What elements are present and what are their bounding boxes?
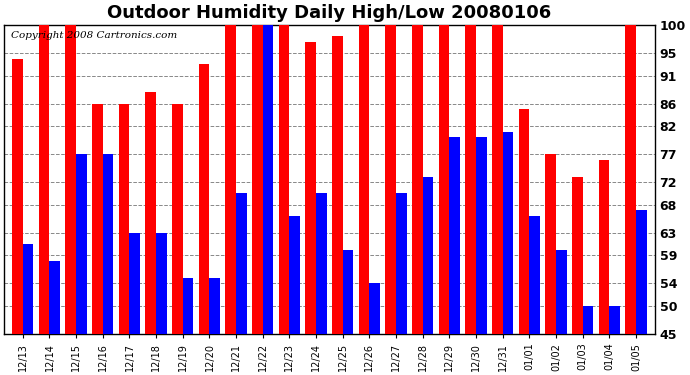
Bar (119, 104, 130, 334)
Bar (12, 59, 23, 334)
Bar (545, 154, 556, 334)
Bar (412, 25, 423, 334)
Bar (226, 25, 236, 334)
Bar (39, 25, 50, 334)
Bar (50, 261, 60, 334)
Bar (172, 104, 183, 334)
Bar (252, 25, 263, 334)
Bar (583, 306, 593, 334)
Bar (423, 177, 433, 334)
Bar (599, 160, 609, 334)
Bar (369, 283, 380, 334)
Bar (396, 194, 407, 334)
Bar (279, 25, 289, 334)
Bar (332, 36, 343, 334)
Bar (23, 244, 34, 334)
Bar (66, 25, 76, 334)
Bar (316, 194, 327, 334)
Bar (343, 249, 353, 334)
Bar (492, 25, 503, 334)
Bar (289, 216, 300, 334)
Bar (236, 194, 247, 334)
Bar (556, 249, 566, 334)
Bar (625, 25, 636, 334)
Bar (449, 137, 460, 334)
Bar (130, 233, 140, 334)
Bar (476, 137, 486, 334)
Bar (386, 25, 396, 334)
Bar (76, 154, 87, 334)
Bar (210, 278, 220, 334)
Bar (609, 306, 620, 334)
Bar (183, 278, 193, 334)
Bar (359, 25, 369, 334)
Bar (439, 25, 449, 334)
Bar (519, 109, 529, 334)
Text: Copyright 2008 Cartronics.com: Copyright 2008 Cartronics.com (10, 31, 177, 40)
Bar (636, 210, 647, 334)
Title: Outdoor Humidity Daily High/Low 20080106: Outdoor Humidity Daily High/Low 20080106 (108, 4, 551, 22)
Bar (103, 154, 113, 334)
Bar (146, 92, 156, 334)
Bar (92, 104, 103, 334)
Bar (199, 64, 210, 334)
Bar (306, 42, 316, 334)
Bar (503, 132, 513, 334)
Bar (466, 25, 476, 334)
Bar (156, 233, 167, 334)
Bar (529, 216, 540, 334)
Bar (572, 177, 583, 334)
Bar (263, 25, 273, 334)
